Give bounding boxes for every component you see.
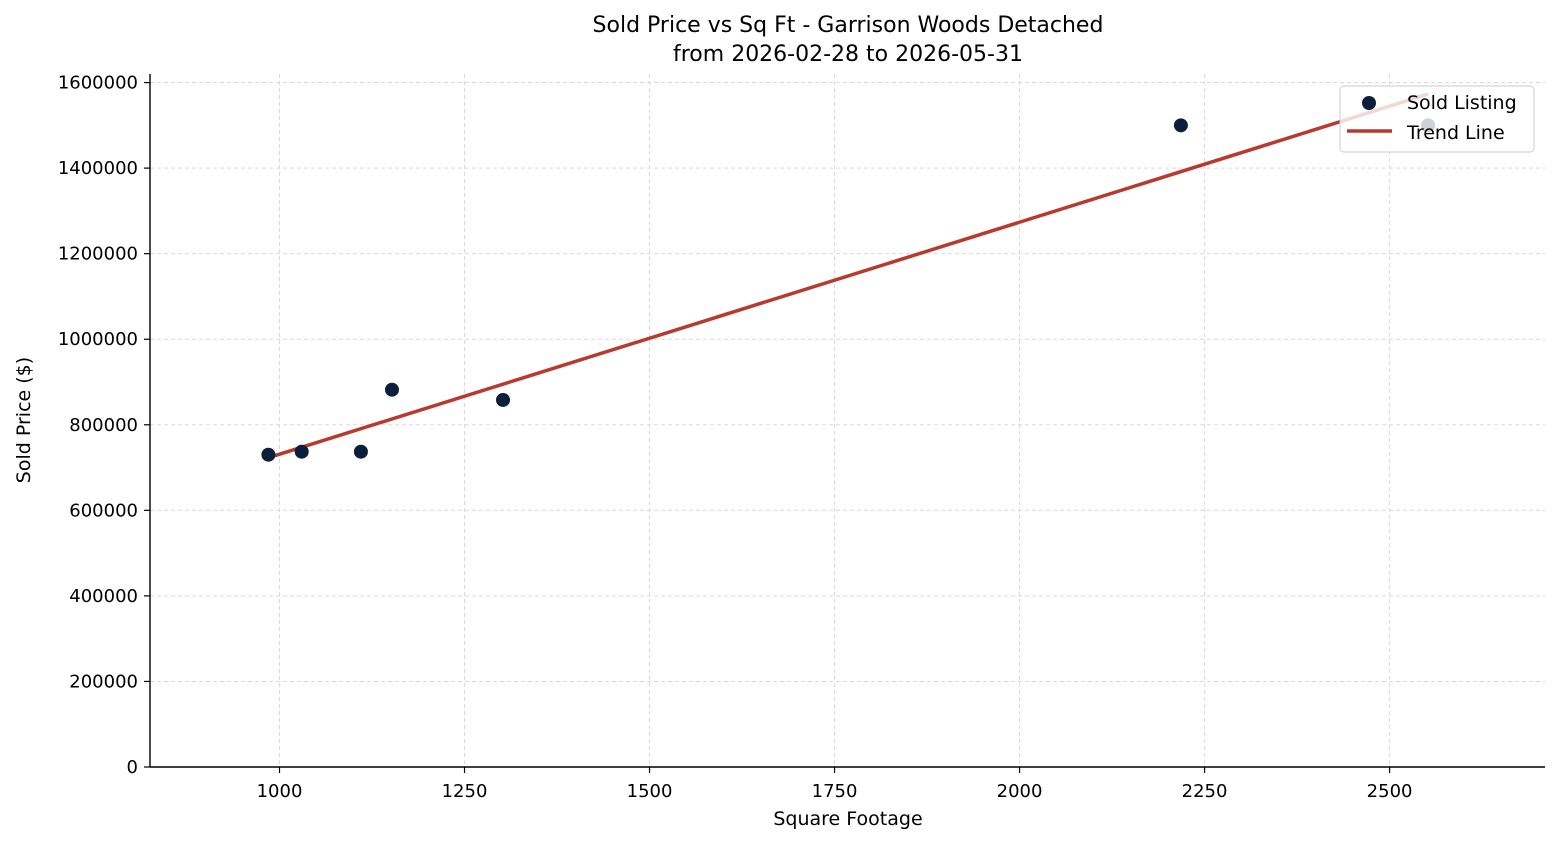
trend-line xyxy=(267,92,1429,460)
scatter-point xyxy=(294,444,309,459)
y-tick-label: 1400000 xyxy=(58,158,138,179)
legend-label-sold-listing: Sold Listing xyxy=(1407,92,1517,114)
x-axis-label: Square Footage xyxy=(773,808,922,830)
chart-title-line2: from 2026-02-28 to 2026-05-31 xyxy=(673,42,1023,67)
y-tick-label: 0 xyxy=(127,757,138,778)
x-tick-label: 1500 xyxy=(627,781,673,802)
y-tick-label: 1200000 xyxy=(58,244,138,265)
x-tick-label: 2250 xyxy=(1182,781,1228,802)
x-tick-label: 1250 xyxy=(442,781,488,802)
x-tick-label: 1750 xyxy=(812,781,858,802)
y-tick-label: 400000 xyxy=(69,586,138,607)
y-axis-label: Sold Price ($) xyxy=(13,357,35,483)
axes xyxy=(144,74,1545,773)
scatter-points xyxy=(261,118,1436,462)
grid xyxy=(150,74,1545,768)
x-tick-label: 1000 xyxy=(257,781,303,802)
y-tick-label: 600000 xyxy=(69,500,138,521)
legend: Sold Listing Trend Line xyxy=(1339,85,1535,153)
x-tick-label: 2000 xyxy=(997,781,1043,802)
trend-line-layer xyxy=(267,92,1429,460)
scatter-point xyxy=(384,382,399,397)
scatter-point xyxy=(261,447,276,462)
legend-box xyxy=(1339,85,1535,153)
scatter-point xyxy=(353,444,368,459)
scatter-point xyxy=(496,392,511,407)
y-tick-label: 1600000 xyxy=(58,73,138,94)
scatter-point xyxy=(1173,118,1188,133)
legend-marker-sold-listing xyxy=(1362,96,1376,110)
y-tick-label: 1000000 xyxy=(58,329,138,350)
y-tick-label: 200000 xyxy=(69,671,138,692)
x-tick-label: 2500 xyxy=(1367,781,1413,802)
chart-title-line1: Sold Price vs Sq Ft - Garrison Woods Det… xyxy=(593,13,1104,38)
legend-label-trend-line: Trend Line xyxy=(1406,122,1505,144)
y-tick-label: 800000 xyxy=(69,415,138,436)
tick-labels: 1000 1250 1500 1750 2000 2250 2500 0 200000 40000… xyxy=(58,73,1413,802)
